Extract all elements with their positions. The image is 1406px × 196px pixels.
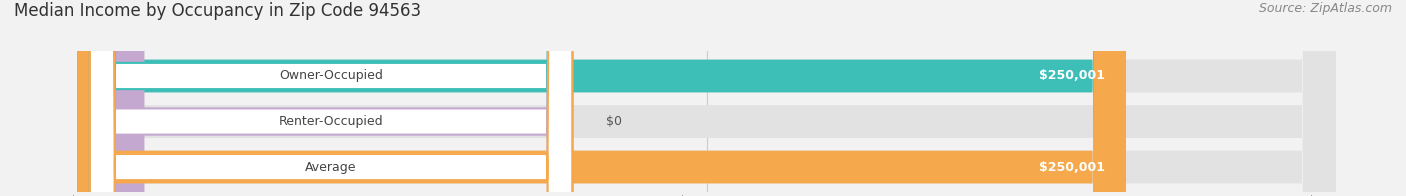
- FancyBboxPatch shape: [77, 0, 1336, 196]
- FancyBboxPatch shape: [90, 0, 572, 196]
- Text: $0: $0: [606, 115, 621, 128]
- FancyBboxPatch shape: [77, 0, 1336, 196]
- FancyBboxPatch shape: [77, 0, 1126, 196]
- Text: Average: Average: [305, 161, 357, 173]
- FancyBboxPatch shape: [77, 0, 1126, 196]
- Text: Renter-Occupied: Renter-Occupied: [278, 115, 384, 128]
- Text: $250,001: $250,001: [1039, 70, 1105, 83]
- Text: $250,001: $250,001: [1039, 161, 1105, 173]
- Text: Owner-Occupied: Owner-Occupied: [280, 70, 382, 83]
- FancyBboxPatch shape: [90, 0, 572, 196]
- Text: Median Income by Occupancy in Zip Code 94563: Median Income by Occupancy in Zip Code 9…: [14, 2, 422, 20]
- FancyBboxPatch shape: [77, 0, 145, 196]
- Text: Source: ZipAtlas.com: Source: ZipAtlas.com: [1258, 2, 1392, 15]
- FancyBboxPatch shape: [77, 0, 1336, 196]
- FancyBboxPatch shape: [90, 0, 572, 196]
